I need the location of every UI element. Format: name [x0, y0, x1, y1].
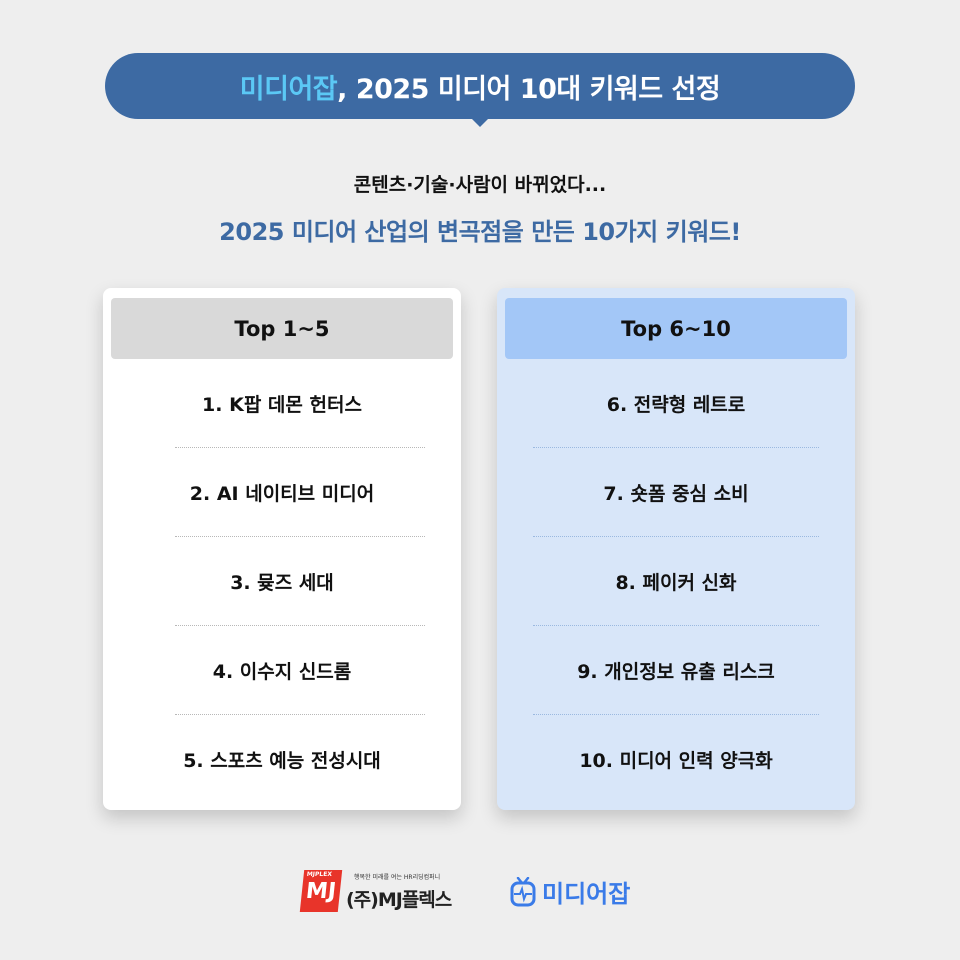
keyword-item: 8. 페이커 신화: [497, 537, 855, 626]
card-header: Top 6~10: [505, 298, 847, 359]
mediajob-logo: 미디어잡: [510, 874, 630, 909]
keyword-item: 10. 미디어 인력 양극화: [579, 750, 773, 772]
keyword-item: 5. 스포츠 예능 전성시대: [183, 750, 381, 772]
banner-text: , 2025 미디어 10대 키워드 선정: [337, 73, 721, 105]
mjplex-name: (주)MJ플렉스: [346, 889, 452, 911]
card-top-6-10: Top 6~10 6. 전략형 레트로 7. 숏폼 중심 소비 8. 페이커 신…: [497, 288, 855, 810]
mjplex-tagline: 행복한 미래를 여는 HR리딩컴퍼니: [354, 874, 441, 881]
keyword-item: 6. 전략형 레트로: [497, 359, 855, 448]
keyword-item: 7. 숏폼 중심 소비: [497, 448, 855, 537]
mjplex-mark: MJPLEX MJ: [299, 870, 343, 912]
card-top-1-5: Top 1~5 1. K팝 데몬 헌터스 2. AI 네이티브 미디어 3. 뮺…: [103, 288, 461, 810]
keyword-item: 1. K팝 데몬 헌터스: [103, 359, 461, 448]
tv-icon: [510, 876, 536, 906]
card-header: Top 1~5: [111, 298, 453, 359]
subtitle: 콘텐츠·기술·사람이 바뀌었다...: [353, 174, 607, 196]
keyword-item: 4. 이수지 신드롬: [103, 626, 461, 715]
title-banner: 미디어잡, 2025 미디어 10대 키워드 선정: [105, 53, 855, 119]
banner-pointer: [471, 118, 489, 127]
headline: 2025 미디어 산업의 변곡점을 만든 10가지 키워드!: [219, 218, 741, 246]
keyword-item: 2. AI 네이티브 미디어: [103, 448, 461, 537]
banner-highlight: 미디어잡: [239, 73, 338, 105]
keyword-item: 9. 개인정보 유출 리스크: [497, 626, 855, 715]
mjplex-logo: MJPLEX MJ 행복한 미래를 여는 HR리딩컴퍼니 (주)MJ플렉스: [299, 870, 452, 912]
mediajob-name: 미디어잡: [542, 880, 631, 908]
keyword-item: 3. 뮺즈 세대: [103, 537, 461, 626]
footer-logos: MJPLEX MJ 행복한 미래를 여는 HR리딩컴퍼니 (주)MJ플렉스 미디어…: [0, 866, 960, 916]
